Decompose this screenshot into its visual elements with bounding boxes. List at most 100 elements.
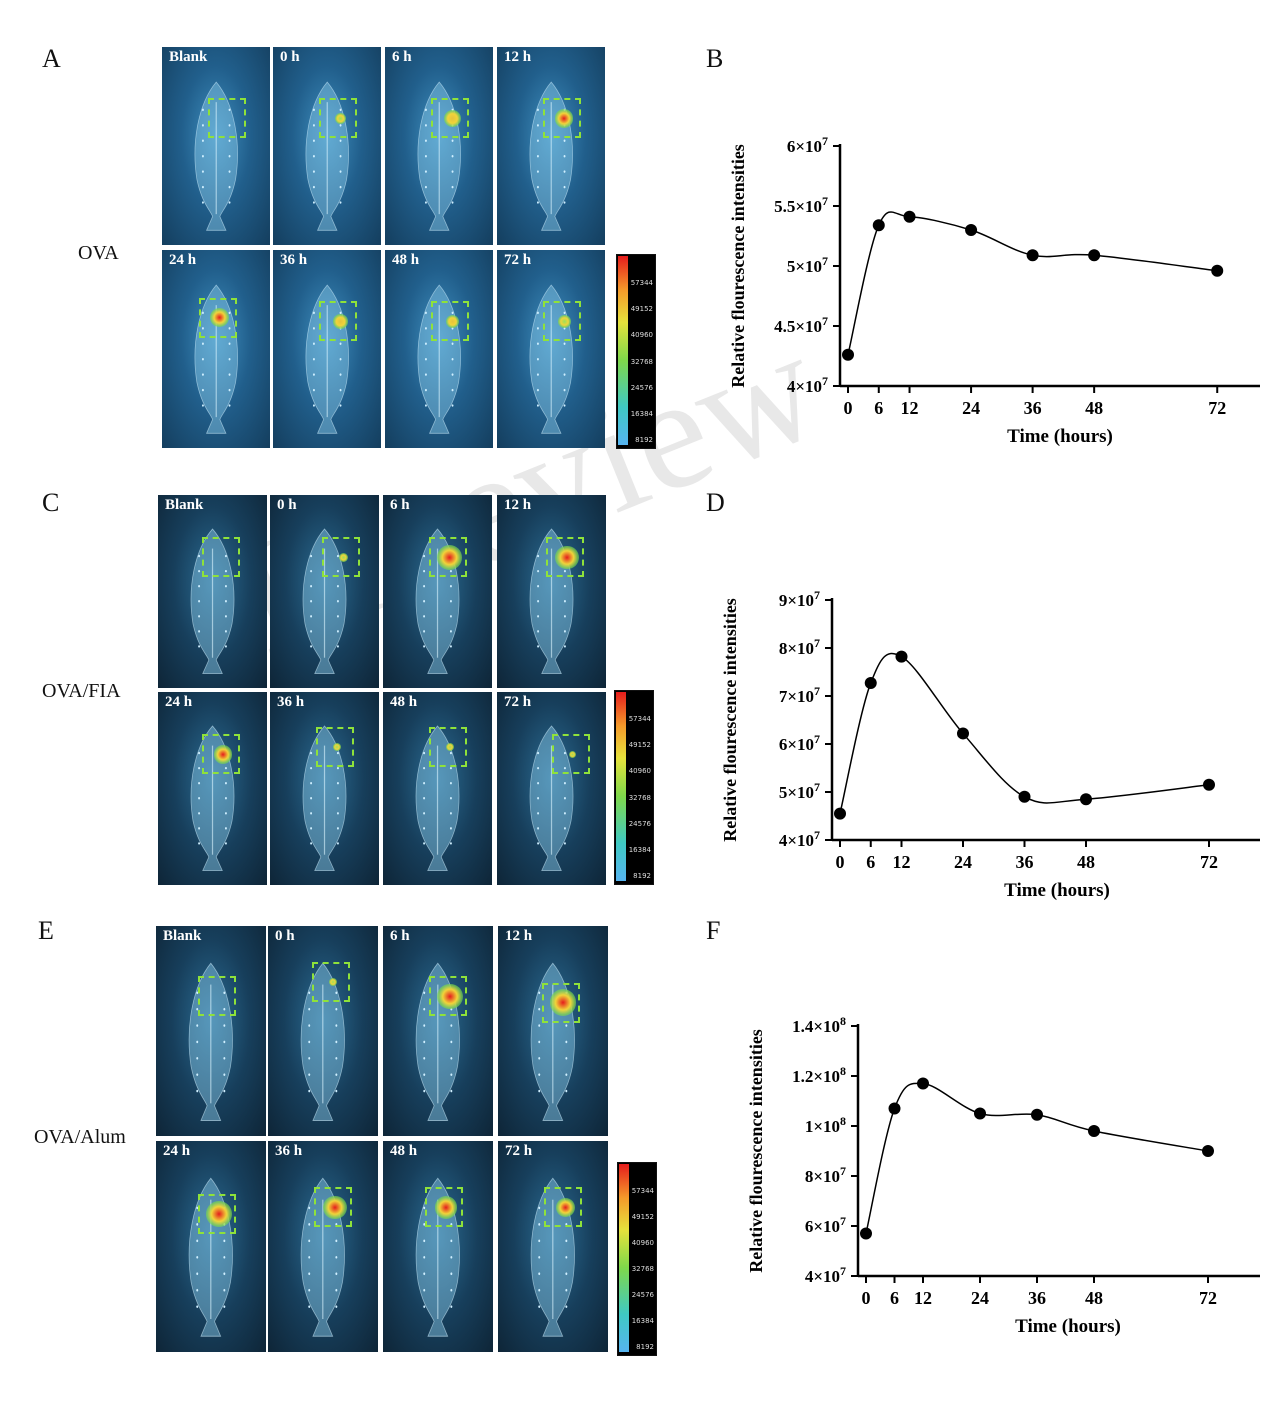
scale-tick-label: 8192 — [636, 1343, 654, 1351]
color-gradient — [616, 692, 626, 881]
x-tick-label: 36 — [1016, 852, 1034, 872]
fluorescence-hotspot — [334, 112, 347, 125]
scale-tick-label: 24576 — [628, 819, 651, 828]
x-tick-label: 48 — [1077, 852, 1095, 872]
imaging-tile: 36 h — [270, 692, 379, 885]
roi-box — [543, 301, 582, 342]
imaging-tile: 48 h — [385, 250, 493, 448]
imaging-tile: 12 h — [497, 47, 605, 245]
scale-tick-label: 40960 — [631, 1239, 654, 1247]
roi-box — [198, 297, 237, 338]
data-point — [1080, 793, 1092, 806]
x-axis-label: Time (hours) — [1015, 1316, 1121, 1337]
x-tick-label: 12 — [893, 852, 911, 872]
chart-b: 4×107 4.5×107 5×107 5.5×107 6×107 0 6 12 24 36 48 7… — [728, 134, 1260, 447]
data-point — [1202, 1145, 1214, 1157]
y-tick-label: 9×107 — [779, 588, 820, 610]
data-point — [1211, 264, 1224, 277]
timepoint-label: 6 h — [390, 497, 410, 513]
timepoint-label: 0 h — [277, 497, 297, 513]
x-tick-label: 12 — [914, 1288, 932, 1308]
panel-letter-b: B — [706, 44, 724, 73]
timepoint-label: 72 h — [504, 694, 532, 710]
data-point — [1088, 1125, 1100, 1137]
roi-box — [544, 1187, 583, 1228]
roi-box — [428, 726, 467, 767]
fluorescence-hotspot — [549, 989, 577, 1017]
scale-tick-label: 32768 — [630, 357, 653, 366]
fish-silhouette — [186, 79, 246, 233]
roi-box — [551, 734, 590, 775]
y-tick-label: 4.5×107 — [774, 314, 828, 336]
data-point — [1031, 1108, 1043, 1121]
y-tick-label: 4×107 — [779, 828, 820, 850]
panel-letter-c: C — [42, 488, 60, 517]
roi-box — [431, 98, 470, 139]
x-tick-label: 48 — [1085, 398, 1103, 418]
timepoint-label: Blank — [165, 497, 204, 513]
y-tick-label: 1.4×108 — [792, 1014, 846, 1036]
data-point — [1018, 790, 1031, 803]
x-tick-label: 36 — [1028, 1288, 1046, 1308]
fluorescence-hotspot — [323, 1195, 347, 1220]
fish-silhouette — [294, 526, 355, 677]
roi-box — [197, 1193, 236, 1234]
x-axis-label: Time (hours) — [1007, 426, 1113, 447]
series-line — [839, 652, 1210, 814]
roi-box — [201, 537, 240, 578]
color-scale-bar: 57344 49152 40960 32768 24576 16384 8192 — [614, 690, 654, 885]
data-point — [917, 1077, 929, 1090]
color-gradient — [619, 1164, 629, 1352]
color-gradient — [618, 256, 628, 445]
scale-tick-label: 40960 — [630, 331, 653, 340]
panel-letter-e: E — [38, 916, 54, 945]
timepoint-label: Blank — [163, 928, 202, 944]
imaging-tile: 48 h — [383, 1141, 493, 1352]
timepoint-label: 72 h — [505, 1143, 533, 1159]
y-tick-label: 6×107 — [779, 732, 820, 754]
data-point — [965, 224, 978, 236]
imaging-tile: 24 h — [158, 692, 267, 885]
timepoint-label: 24 h — [169, 252, 197, 268]
data-point — [1026, 249, 1039, 262]
x-tick-label: 6 — [890, 1288, 899, 1308]
y-tick-label: 4×107 — [787, 374, 828, 396]
imaging-tile: 12 h — [498, 926, 608, 1136]
roi-box — [312, 961, 350, 1002]
scale-tick-label: 49152 — [630, 305, 653, 314]
panel-letter-a: A — [42, 44, 61, 73]
imaging-tile: 24 h — [162, 250, 270, 448]
imaging-tile: 48 h — [383, 692, 492, 885]
x-axis-label: Time (hours) — [1004, 880, 1110, 901]
x-tick-label: 0 — [844, 398, 853, 418]
data-point — [1203, 778, 1215, 791]
imaging-tile: 36 h — [268, 1141, 378, 1352]
scale-tick-label: 16384 — [628, 845, 651, 854]
fluorescence-hotspot — [443, 109, 461, 127]
timepoint-label: 72 h — [504, 252, 532, 268]
imaging-tile: 0 h — [270, 495, 379, 688]
roi-box — [208, 98, 247, 139]
x-tick-label: 6 — [874, 398, 883, 418]
y-tick-label: 1×108 — [805, 1114, 846, 1136]
scale-tick-label: 32768 — [628, 793, 651, 802]
timepoint-label: 24 h — [163, 1143, 191, 1159]
y-tick-label: 1.2×108 — [792, 1064, 846, 1086]
fish-silhouette — [407, 723, 468, 874]
scale-tick-label: 24576 — [631, 1291, 654, 1299]
y-tick-label: 8×107 — [805, 1164, 846, 1186]
data-point — [864, 677, 877, 690]
fluorescence-hotspot — [332, 742, 341, 751]
y-axis-label: Relative flourescence intensities — [720, 598, 740, 842]
roi-box — [546, 537, 585, 578]
scale-tick-label: 49152 — [628, 741, 651, 750]
fluorescence-hotspot — [568, 750, 577, 758]
data-point — [842, 348, 854, 361]
timepoint-label: 6 h — [392, 49, 412, 65]
timepoint-label: Blank — [169, 49, 208, 65]
roi-box — [424, 1187, 463, 1228]
scale-tick-label: 40960 — [628, 767, 651, 776]
imaging-tile: 72 h — [497, 250, 605, 448]
scale-tick-label: 57344 — [628, 715, 651, 723]
roi-box — [319, 98, 358, 139]
